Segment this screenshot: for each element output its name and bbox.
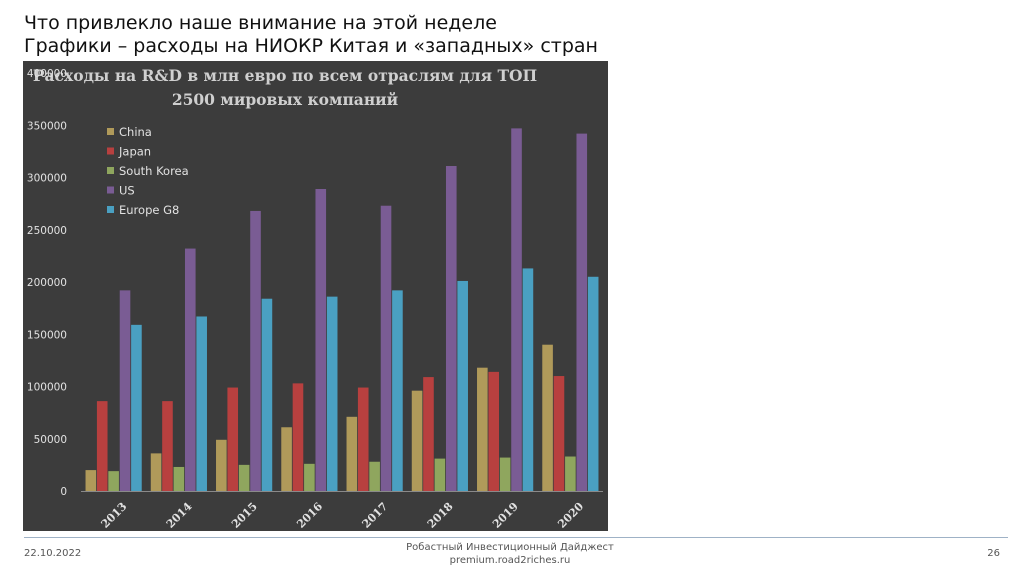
bar-japan-2020 <box>553 376 565 491</box>
bar-china-2013 <box>85 470 97 491</box>
bar-china-2020 <box>542 344 553 491</box>
bar-china-2015 <box>216 439 227 491</box>
x-tick-label: 2014 <box>164 500 195 531</box>
legend-swatch <box>107 167 114 174</box>
bar-europe-g8-2017 <box>392 290 403 491</box>
bar-us-2016 <box>315 188 327 491</box>
bar-china-2018 <box>411 390 423 491</box>
legend-swatch <box>107 128 114 135</box>
bar-south-korea-2016 <box>304 463 315 491</box>
bar-us-2015 <box>250 210 261 491</box>
legend-swatch <box>107 206 114 213</box>
bar-europe-g8-2016 <box>326 296 338 491</box>
bar-japan-2019 <box>488 371 500 491</box>
bar-us-2018 <box>445 166 457 491</box>
bar-europe-g8-2020 <box>587 276 599 491</box>
chart-title-line-2: 2500 мировых компаний <box>172 90 398 109</box>
x-tick-label: 2018 <box>425 500 456 531</box>
y-tick-label: 50000 <box>34 434 67 446</box>
y-tick-label: 300000 <box>27 173 67 185</box>
bar-us-2020 <box>576 133 588 492</box>
y-tick-label: 400000 <box>27 68 67 80</box>
legend-label: Europe G8 <box>119 203 179 217</box>
x-tick-label: 2015 <box>229 500 260 531</box>
footer-divider <box>24 537 1008 538</box>
bar-china-2014 <box>150 453 162 491</box>
y-tick-label: 100000 <box>27 382 67 394</box>
footer-website: premium.road2riches.ru <box>449 555 571 566</box>
y-tick-label: 150000 <box>27 329 67 341</box>
x-tick-label: 2013 <box>99 500 130 531</box>
chart-panel: Расходы на R&D в млн евро по всем отрасл… <box>23 61 608 531</box>
x-tick-label: 2017 <box>360 500 391 531</box>
bar-us-2019 <box>511 128 522 491</box>
legend-swatch <box>107 147 114 155</box>
y-tick-label: 0 <box>60 486 67 498</box>
legend-label: South Korea <box>119 164 189 178</box>
legend-label: Japan <box>118 145 151 159</box>
bar-south-korea-2014 <box>173 466 185 491</box>
x-tick-label: 2019 <box>490 500 521 531</box>
slide-title-line-2: Графики – расходы на НИОКР Китая и «запа… <box>24 35 598 57</box>
x-tick-label: 2016 <box>294 500 325 531</box>
chart-title-line-1: Расходы на R&D в млн евро по всем отрасл… <box>33 66 537 85</box>
bar-europe-g8-2019 <box>522 268 534 491</box>
x-tick-label: 2020 <box>555 500 586 531</box>
bar-south-korea-2017 <box>369 461 380 491</box>
bar-south-korea-2013 <box>108 471 119 491</box>
bar-us-2017 <box>380 205 392 491</box>
y-tick-label: 250000 <box>27 225 67 237</box>
bar-europe-g8-2013 <box>131 324 142 491</box>
bar-japan-2015 <box>227 387 239 491</box>
legend-label: US <box>119 184 135 198</box>
bar-south-korea-2020 <box>565 456 576 491</box>
bar-south-korea-2019 <box>499 457 511 491</box>
bar-europe-g8-2014 <box>196 316 207 491</box>
bar-japan-2014 <box>162 401 173 491</box>
bar-europe-g8-2015 <box>261 298 273 491</box>
footer-date: 22.10.2022 <box>24 548 82 559</box>
bar-us-2014 <box>184 248 196 491</box>
rd-spending-chart: Расходы на R&D в млн евро по всем отрасл… <box>27 66 603 531</box>
footer-digest-name: Робастный Инвестиционный Дайджест <box>406 542 614 553</box>
y-tick-label: 350000 <box>27 120 67 132</box>
bar-china-2016 <box>281 427 292 491</box>
bar-us-2013 <box>119 290 131 491</box>
footer-source: Робастный Инвестиционный Дайджест premiu… <box>360 541 660 567</box>
legend-swatch <box>107 186 114 194</box>
bar-china-2017 <box>346 416 358 491</box>
y-tick-label: 200000 <box>27 277 67 289</box>
bar-europe-g8-2018 <box>457 280 468 491</box>
bar-japan-2018 <box>423 377 434 491</box>
bar-japan-2013 <box>96 401 108 491</box>
page-number: 26 <box>987 548 1000 559</box>
slide-title: Что привлекло наше внимание на этой неде… <box>24 12 824 58</box>
bar-japan-2017 <box>357 387 369 491</box>
bar-china-2019 <box>477 367 488 491</box>
slide-title-line-1: Что привлекло наше внимание на этой неде… <box>24 12 497 34</box>
bar-japan-2016 <box>292 383 304 491</box>
legend-label: China <box>119 125 152 139</box>
bar-south-korea-2018 <box>434 458 446 491</box>
bar-south-korea-2015 <box>238 464 250 491</box>
